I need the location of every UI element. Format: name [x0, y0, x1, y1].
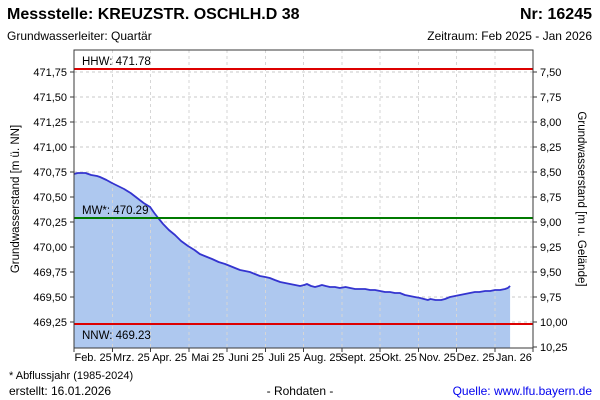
right-tick-label: 9,75 [540, 292, 561, 304]
month-label: Nov. 25 [419, 352, 456, 364]
left-tick-label: 469,25 [33, 317, 67, 329]
right-tick-label: 8,00 [540, 117, 561, 129]
created-date: erstellt: 16.01.2026 [9, 384, 112, 398]
left-tick-label: 470,25 [33, 217, 67, 229]
station-number: Nr: 16245 [519, 6, 592, 23]
right-tick-label: 10,25 [540, 342, 568, 354]
period-label: Zeitraum: Feb 2025 - Jan 2026 [427, 29, 592, 43]
left-tick-label: 470,75 [33, 167, 67, 179]
month-label: Apr. 25 [152, 352, 187, 364]
right-tick-label: 9,50 [540, 267, 561, 279]
right-tick-label: 8,25 [540, 142, 561, 154]
aquifer-label: Grundwasserleiter: Quartär [7, 29, 152, 43]
month-label: Mrz. 25 [113, 352, 150, 364]
area-fill [74, 173, 511, 348]
left-tick-label: 469,75 [33, 267, 67, 279]
left-tick-label: 471,25 [33, 117, 67, 129]
left-axis-title: Grundwasserstand [m ü. NN] [10, 125, 22, 273]
left-tick-label: 470,50 [33, 192, 67, 204]
right-tick-label: 8,75 [540, 192, 561, 204]
right-tick-label: 7,50 [540, 67, 561, 79]
mw-label: MW*: 470.29 [82, 205, 148, 217]
source-link[interactable]: Quelle: www.lfu.bayern.de [452, 384, 592, 398]
left-tick-label: 471,75 [33, 67, 67, 79]
left-tick-label: 470,00 [33, 242, 67, 254]
groundwater-curve [73, 172, 511, 301]
right-tick-label: 7,75 [540, 92, 561, 104]
right-tick-label: 10,00 [540, 317, 568, 329]
right-tick-label: 9,00 [540, 217, 561, 229]
month-label: Okt. 25 [381, 352, 416, 364]
nnw-label: NNW: 469.23 [82, 330, 151, 342]
left-tick-label: 469,50 [33, 292, 67, 304]
month-label: Aug. 25 [304, 352, 342, 364]
month-label: Dez. 25 [457, 352, 495, 364]
month-label: Feb. 25 [74, 352, 111, 364]
month-label: Sept. 25 [340, 352, 381, 364]
month-label: Juli 25 [268, 352, 300, 364]
hhw-label: HHW: 471.78 [82, 56, 151, 68]
left-tick-label: 471,50 [33, 92, 67, 104]
page-title: Messstelle: KREUZSTR. OSCHLH.D 38 [7, 6, 300, 23]
right-tick-label: 9,25 [540, 242, 561, 254]
footnote-abflussjahr: * Abflussjahr (1985-2024) [9, 370, 134, 382]
month-label: Mai 25 [191, 352, 224, 364]
rohdaten-label: - Rohdaten - [266, 384, 334, 398]
month-label: Jan. 26 [496, 352, 532, 364]
month-label: Juni 25 [228, 352, 263, 364]
right-axis-title: Grundwasserstand [m u. Gelände] [575, 111, 587, 286]
right-tick-label: 8,50 [540, 167, 561, 179]
left-tick-label: 471,00 [33, 142, 67, 154]
